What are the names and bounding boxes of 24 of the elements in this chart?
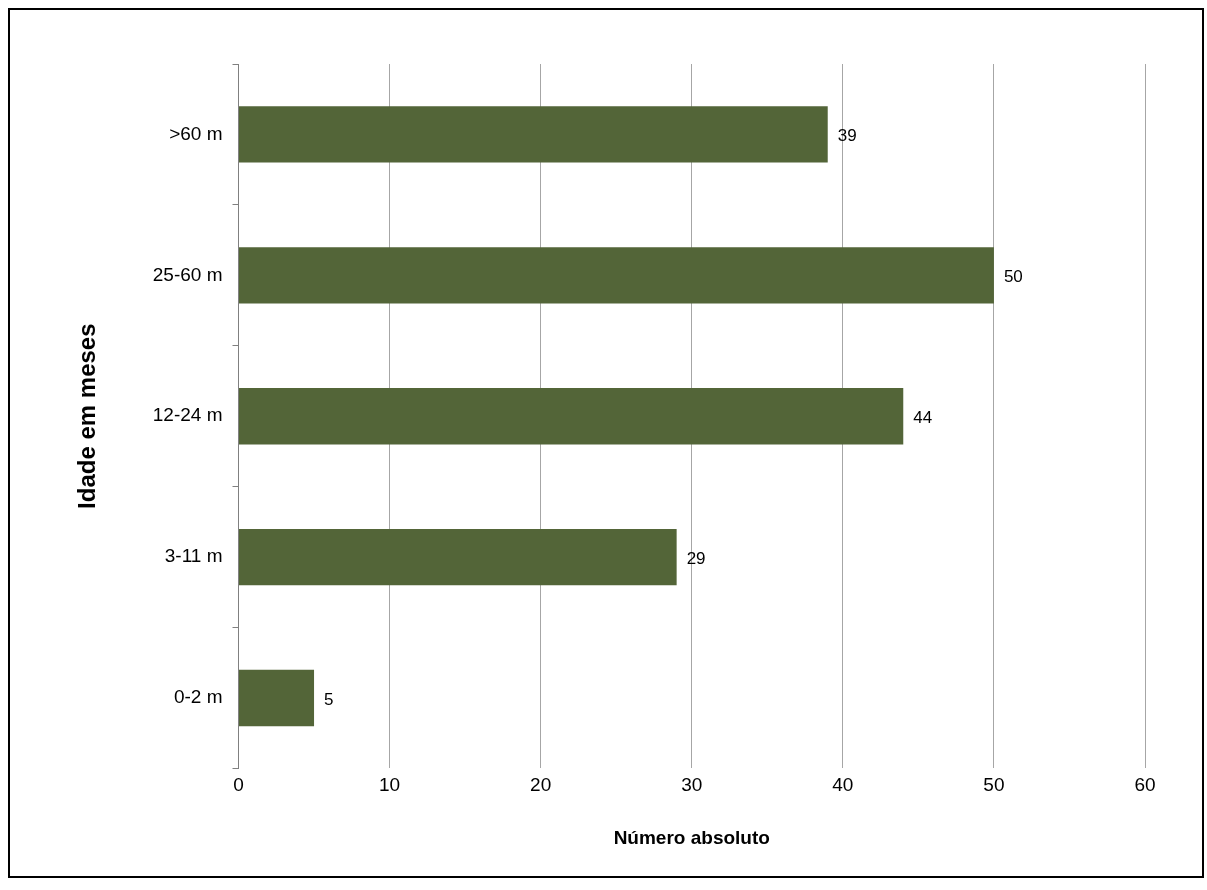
bar [239, 528, 677, 586]
x-axis-title: Número absoluto [613, 826, 770, 848]
x-tick-label: 10 [379, 774, 401, 796]
data-label: 44 [913, 407, 933, 427]
y-tick-label: 12-24 m [152, 404, 223, 426]
x-tick-label: 0 [233, 774, 244, 796]
x-tick-label: 30 [681, 774, 703, 796]
data-label: 5 [324, 689, 334, 709]
data-label: 29 [686, 548, 706, 568]
y-tick-label: 25-60 m [152, 263, 223, 285]
x-tick-label: 20 [530, 774, 552, 796]
data-label: 39 [837, 126, 857, 146]
x-tick-label: 50 [983, 774, 1005, 796]
y-tick-label: 3-11 m [164, 545, 223, 567]
x-tick-label: 40 [832, 774, 854, 796]
bar [239, 388, 904, 445]
bar [239, 669, 315, 727]
bar [239, 106, 828, 163]
data-label: 50 [1003, 267, 1023, 287]
y-tick-label: 0-2 m [173, 686, 223, 708]
x-tick-label: 60 [1134, 774, 1156, 796]
y-axis-title: Idade em meses [73, 323, 101, 509]
y-tick-label: >60 m [169, 122, 223, 144]
bar [239, 247, 994, 304]
